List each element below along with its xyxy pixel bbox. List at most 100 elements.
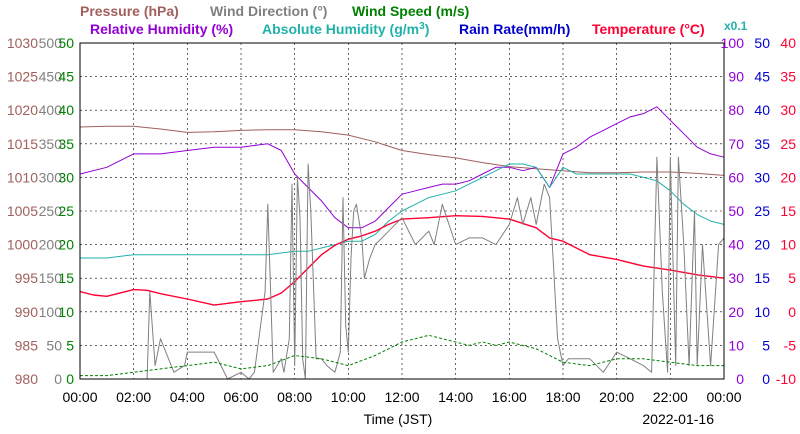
tick-label-wind_dir: 100	[39, 304, 63, 320]
tick-label-pressure: 1010	[7, 169, 38, 185]
tick-label-humidity: 40	[728, 237, 744, 253]
tick-label-wind_dir: 50	[46, 337, 62, 353]
tick-label-rain: 10	[754, 304, 770, 320]
tick-label-pressure: 1020	[7, 102, 38, 118]
tick-label-rain: 45	[754, 69, 770, 85]
tick-label-x: 00:00	[62, 389, 97, 405]
tick-label-x: 00:00	[706, 389, 741, 405]
tick-label-wind_speed: 20	[58, 237, 74, 253]
tick-label-humidity: 30	[728, 270, 744, 286]
tick-label-pressure: 995	[15, 270, 39, 286]
tick-label-humidity: 0	[736, 371, 744, 387]
tick-label-temperature: 5	[788, 270, 796, 286]
tick-label-temperature: -5	[784, 337, 797, 353]
tick-label-x: 04:00	[170, 389, 205, 405]
tick-label-x: 14:00	[438, 389, 473, 405]
tick-label-pressure: 980	[15, 371, 39, 387]
tick-label-temperature: 0	[788, 304, 796, 320]
tick-label-temperature: 30	[780, 102, 796, 118]
tick-label-wind_speed: 45	[58, 69, 74, 85]
tick-label-rain: 35	[754, 136, 770, 152]
tick-label-pressure: 1030	[7, 35, 38, 51]
tick-label-x: 18:00	[545, 389, 580, 405]
tick-label-pressure: 990	[15, 304, 39, 320]
tick-label-pressure: 1025	[7, 69, 38, 85]
tick-label-wind_speed: 5	[66, 337, 74, 353]
tick-label-rain: 25	[754, 203, 770, 219]
series-line-0	[79, 125, 725, 176]
tick-labels: 9809859909951000100510101015102010251030…	[7, 35, 796, 405]
series-line-5	[80, 334, 724, 377]
tick-label-wind_speed: 30	[58, 169, 74, 185]
tick-label-x: 20:00	[599, 389, 634, 405]
legend-entry-4: Absolute Humidity (g/m3)	[262, 21, 429, 37]
plot-frame	[79, 42, 725, 380]
tick-label-humidity: 50	[728, 203, 744, 219]
tick-label-rain: 30	[754, 169, 770, 185]
tick-label-wind_speed: 35	[58, 136, 74, 152]
tick-label-x: 02:00	[116, 389, 151, 405]
tick-label-temperature: 20	[780, 169, 796, 185]
tick-label-pressure: 1015	[7, 136, 38, 152]
tick-label-rain: 40	[754, 102, 770, 118]
tick-label-pressure: 1005	[7, 203, 38, 219]
legend-entry-6: Temperature (°C)	[592, 21, 705, 37]
tick-label-x: 12:00	[384, 389, 419, 405]
tick-label-temperature: 10	[780, 237, 796, 253]
series-line-4	[80, 156, 725, 380]
tick-label-temperature: 40	[780, 35, 796, 51]
tick-label-rain: 50	[754, 35, 770, 51]
date-label: 2022-01-16	[642, 411, 714, 427]
tick-label-wind_dir: 350	[39, 136, 63, 152]
tick-label-x: 22:00	[653, 389, 688, 405]
series-group	[79, 106, 725, 380]
tick-label-temperature: 15	[780, 203, 796, 219]
legend-entry-1: Wind Direction (°)	[210, 3, 327, 19]
legend-entry-7: x0.1	[724, 19, 748, 33]
tick-label-x: 06:00	[223, 389, 258, 405]
tick-label-humidity: 90	[728, 69, 744, 85]
tick-label-wind_dir: 450	[39, 69, 63, 85]
x-axis-label: Time (JST)	[364, 411, 433, 427]
tick-label-wind_dir: 0	[54, 371, 62, 387]
tick-label-temperature: 25	[780, 136, 796, 152]
tick-label-humidity: 100	[721, 35, 745, 51]
tick-label-rain: 20	[754, 237, 770, 253]
tick-label-wind_dir: 150	[39, 270, 63, 286]
tick-label-wind_speed: 25	[58, 203, 74, 219]
tick-label-wind_dir: 300	[39, 169, 63, 185]
legend-entry-0: Pressure (hPa)	[80, 3, 179, 19]
legend-entry-3: Relative Humidity (%)	[90, 21, 233, 37]
legend: Pressure (hPa) Wind Direction (°) Wind Spe…	[80, 3, 748, 37]
tick-label-humidity: 70	[728, 136, 744, 152]
tick-label-pressure: 985	[15, 337, 39, 353]
tick-label-wind_dir: 250	[39, 203, 63, 219]
tick-label-temperature: -10	[776, 371, 796, 387]
tick-label-x: 16:00	[492, 389, 527, 405]
tick-label-x: 08:00	[277, 389, 312, 405]
tick-label-wind_speed: 0	[66, 371, 74, 387]
tick-label-rain: 5	[762, 337, 770, 353]
tick-label-wind_dir: 500	[39, 35, 63, 51]
tick-label-wind_speed: 50	[58, 35, 74, 51]
tick-label-wind_speed: 40	[58, 102, 74, 118]
tick-label-wind_speed: 15	[58, 270, 74, 286]
tick-label-humidity: 20	[728, 304, 744, 320]
tick-label-rain: 0	[762, 371, 770, 387]
tick-label-x: 10:00	[331, 389, 366, 405]
tick-label-humidity: 10	[728, 337, 744, 353]
tick-label-wind_dir: 200	[39, 237, 63, 253]
tick-label-rain: 15	[754, 270, 770, 286]
legend-entry-2: Wind Speed (m/s)	[352, 3, 469, 19]
series-line-1	[79, 106, 725, 229]
series-line-2	[80, 163, 725, 259]
tick-label-wind_speed: 10	[58, 304, 74, 320]
tick-label-humidity: 60	[728, 169, 744, 185]
tick-label-temperature: 35	[780, 69, 796, 85]
tick-label-wind_dir: 400	[39, 102, 63, 118]
legend-entry-5: Rain Rate(mm/h)	[459, 21, 570, 37]
tick-label-humidity: 80	[728, 102, 744, 118]
tick-label-pressure: 1000	[7, 237, 38, 253]
